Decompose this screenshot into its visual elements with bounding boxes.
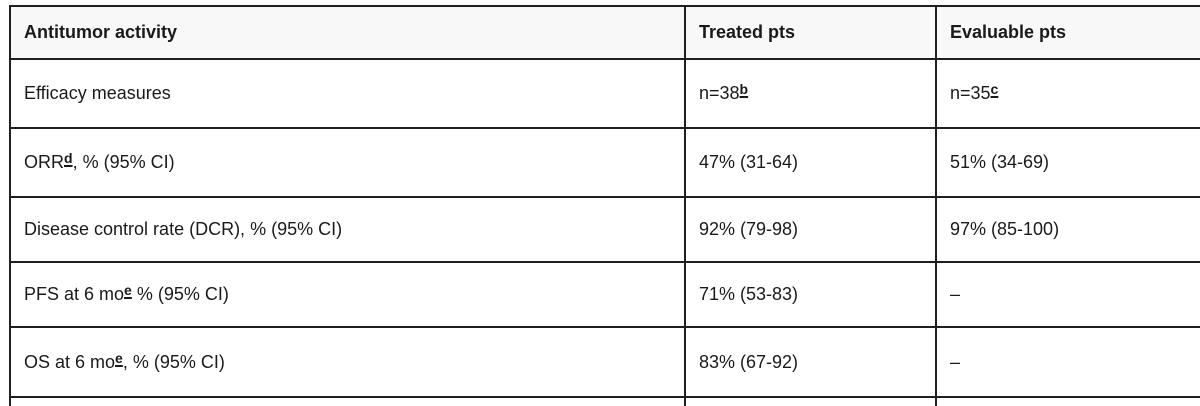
table-row-dcr: Disease control rate (DCR), % (95% CI) 9… — [9, 196, 1200, 263]
row-label-suffix: , % (95% CI) — [122, 351, 225, 372]
evaluable-cell: 51% (34-69) — [935, 127, 1200, 198]
evaluable-cell: n=35c — [935, 58, 1200, 129]
evaluable-cell: – — [935, 261, 1200, 328]
evaluable-cell: – — [935, 326, 1200, 398]
label-cell: OS at 6 moe, % (95% CI) — [9, 326, 686, 398]
treated-value: 92% (79-98) — [699, 219, 799, 239]
row-label: OS at 6 mo — [24, 351, 116, 372]
antitumor-activity-table: Antitumor activity Treated pts Evaluable… — [9, 5, 1200, 406]
label-cell: Efficacy measures — [9, 58, 686, 129]
evaluable-value: n=35 — [950, 83, 991, 103]
header-row: Antitumor activity Treated pts Evaluable… — [9, 5, 1200, 60]
treated-cell — [684, 396, 937, 406]
evaluable-cell — [935, 396, 1200, 406]
row-label: Efficacy measures — [24, 83, 171, 103]
row-label: Disease control rate (DCR), % (95% CI) — [24, 219, 343, 239]
row-label: PFS at 6 mo — [24, 284, 125, 304]
treated-value: 83% (67-92) — [699, 351, 799, 372]
no-data-dash: – — [950, 351, 961, 372]
treated-cell: 71% (53-83) — [684, 261, 937, 328]
column-header-antitumor-activity: Antitumor activity — [9, 5, 686, 60]
label-cell: PFS at 6 moe % (95% CI) — [9, 261, 686, 328]
treated-cell: n=38b — [684, 58, 937, 129]
treated-value: n=38 — [699, 83, 740, 103]
table-row-pfs-6mo: PFS at 6 moe % (95% CI) 71% (53-83) – — [9, 261, 1200, 328]
footnote-marker-e[interactable]: e — [115, 349, 123, 366]
treated-cell: 83% (67-92) — [684, 326, 937, 398]
footnote-marker-c[interactable]: c — [990, 81, 999, 97]
treated-cell: 47% (31-64) — [684, 127, 937, 198]
no-data-dash: – — [950, 284, 961, 304]
row-label: ORR — [24, 152, 64, 172]
evaluable-value: 97% (85-100) — [950, 219, 1060, 239]
evaluable-value: 51% (34-69) — [950, 152, 1050, 172]
table-row-orr: ORRd, % (95% CI) 47% (31-64) 51% (34-69) — [9, 127, 1200, 198]
footnote-marker-d[interactable]: d — [64, 150, 73, 166]
row-label-suffix: % (95% CI) — [131, 284, 229, 304]
treated-value: 71% (53-83) — [699, 284, 799, 304]
treated-cell: 92% (79-98) — [684, 196, 937, 263]
footnote-marker-e[interactable]: e — [124, 282, 132, 298]
treated-value: 47% (31-64) — [699, 152, 799, 172]
column-header-treated-pts: Treated pts — [684, 5, 937, 60]
table-row-partial-clipped — [9, 396, 1200, 406]
table-row-efficacy-measures: Efficacy measures n=38b n=35c — [9, 58, 1200, 129]
footnote-marker-b[interactable]: b — [739, 81, 749, 97]
row-label-suffix: , % (95% CI) — [72, 152, 175, 172]
label-cell — [9, 396, 686, 406]
column-header-evaluable-pts: Evaluable pts — [935, 5, 1200, 60]
label-cell: Disease control rate (DCR), % (95% CI) — [9, 196, 686, 263]
evaluable-cell: 97% (85-100) — [935, 196, 1200, 263]
label-cell: ORRd, % (95% CI) — [9, 127, 686, 198]
table-row-os-6mo: OS at 6 moe, % (95% CI) 83% (67-92) – — [9, 326, 1200, 398]
